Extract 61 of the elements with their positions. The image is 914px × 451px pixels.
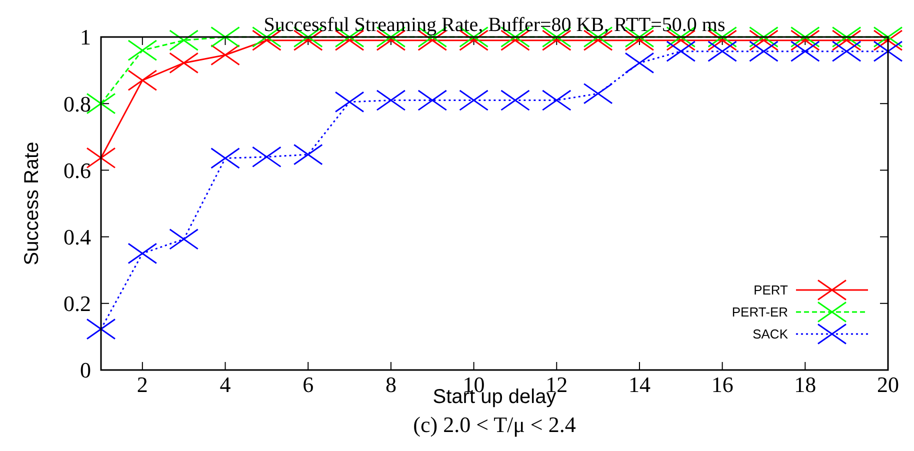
point xyxy=(708,40,738,62)
y-tick-label: 0 xyxy=(80,358,91,383)
point xyxy=(210,26,240,48)
point xyxy=(252,146,282,168)
point xyxy=(790,26,820,48)
point xyxy=(748,40,778,62)
point xyxy=(873,40,903,62)
point xyxy=(542,90,572,111)
x-tick-label: 20 xyxy=(877,372,899,397)
point xyxy=(128,242,158,264)
point xyxy=(542,30,572,51)
point xyxy=(873,26,903,48)
point xyxy=(832,26,862,48)
x-tick-label: 18 xyxy=(794,372,816,397)
x-tick-label: 2 xyxy=(136,372,148,397)
y-tick-label: 0.8 xyxy=(64,91,91,116)
point xyxy=(169,52,199,74)
point xyxy=(128,70,158,91)
point xyxy=(293,144,323,166)
legend-label: PERT-ER xyxy=(732,304,788,320)
point xyxy=(500,30,530,51)
point xyxy=(748,30,778,51)
point xyxy=(873,30,903,51)
point xyxy=(583,83,613,104)
point xyxy=(708,30,738,51)
x-tick-label: 6 xyxy=(302,372,314,397)
point xyxy=(832,30,862,51)
legend-label: SACK xyxy=(752,326,788,342)
point xyxy=(252,30,282,51)
chart-title: Successful Streaming Rate, Buffer=80 KB, RTT=50.0 ms xyxy=(264,14,726,36)
point xyxy=(293,30,323,51)
x-tick-label: 14 xyxy=(628,372,650,397)
point xyxy=(666,30,696,51)
point xyxy=(86,318,116,340)
point xyxy=(459,90,489,111)
text: (c) 2.0 < T/μ < 2.4 xyxy=(413,412,576,437)
y-tick-label: 0.6 xyxy=(64,158,91,183)
point xyxy=(210,148,240,169)
point xyxy=(376,90,406,111)
point xyxy=(169,228,199,250)
y-tick-label: 0.4 xyxy=(64,224,91,250)
point xyxy=(624,52,654,74)
point xyxy=(169,30,199,51)
point xyxy=(748,26,778,48)
point xyxy=(334,91,364,112)
point xyxy=(790,40,820,62)
x-tick-label: 16 xyxy=(711,372,734,397)
point xyxy=(624,30,654,51)
point xyxy=(128,40,158,61)
y-axis-title: Success Rate xyxy=(21,142,43,266)
x-tick-label: 4 xyxy=(220,372,231,397)
x-tick-label: 8 xyxy=(385,372,396,397)
point xyxy=(210,44,240,66)
point xyxy=(418,90,448,111)
point xyxy=(666,40,696,62)
point xyxy=(790,30,820,51)
point xyxy=(500,90,530,111)
point xyxy=(832,40,862,62)
y-tick-label: 0.2 xyxy=(64,291,91,316)
y-tick-label: 1 xyxy=(80,24,91,50)
legend-label: PERT xyxy=(754,282,788,298)
